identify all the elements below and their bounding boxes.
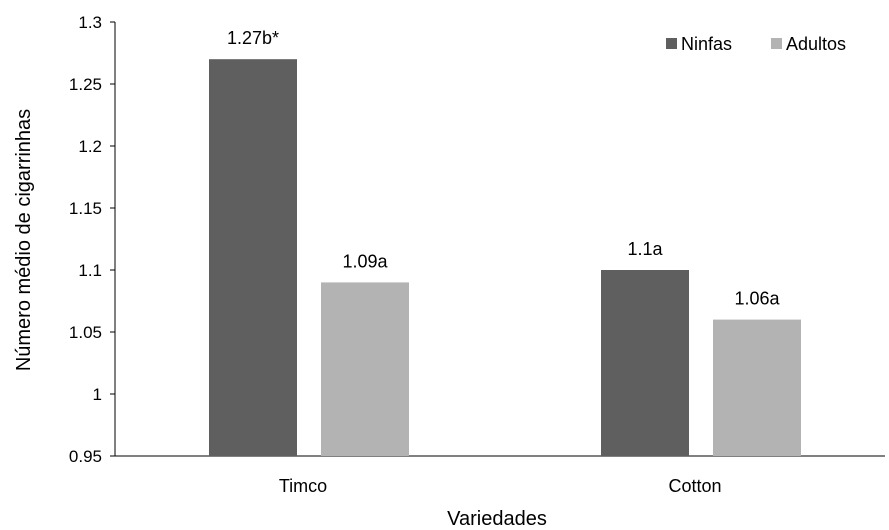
x-axis-label: Variedades	[447, 508, 547, 530]
y-tick-label: 1.2	[78, 137, 102, 156]
legend-label-adultos: Adultos	[786, 34, 846, 54]
x-tick-label: Cotton	[668, 476, 721, 496]
data-label: 1.1a	[627, 239, 663, 259]
legend-label-ninfas: Ninfas	[681, 34, 732, 54]
y-tick-label: 1	[93, 385, 102, 404]
data-label: 1.09a	[342, 251, 388, 271]
bar-ninfas-cotton	[601, 270, 689, 456]
y-tick-label: 1.3	[78, 13, 102, 32]
y-tick-label: 1.25	[69, 75, 102, 94]
y-tick-label: 1.15	[69, 199, 102, 218]
y-tick-label: 0.95	[69, 447, 102, 466]
y-axis-label: Número médio de cigarrinhas	[13, 109, 35, 371]
bar-adultos-timco	[321, 282, 409, 456]
plot-area: 0.95 1 1.05 1.1 1.15 1.2 1.25 1.3 1.27b* 1.09a Tim…	[69, 13, 885, 496]
legend-swatch-ninfas	[666, 38, 677, 49]
x-tick-label: Timco	[279, 476, 327, 496]
data-label: 1.06a	[734, 289, 780, 309]
y-tick-label: 1.05	[69, 323, 102, 342]
legend-swatch-adultos	[771, 38, 782, 49]
bar-adultos-cotton	[713, 319, 801, 456]
data-label: 1.27b*	[227, 28, 279, 48]
bar-ninfas-timco	[209, 59, 297, 456]
legend: Ninfas Adultos	[666, 34, 846, 54]
y-tick-label: 1.1	[78, 261, 102, 280]
